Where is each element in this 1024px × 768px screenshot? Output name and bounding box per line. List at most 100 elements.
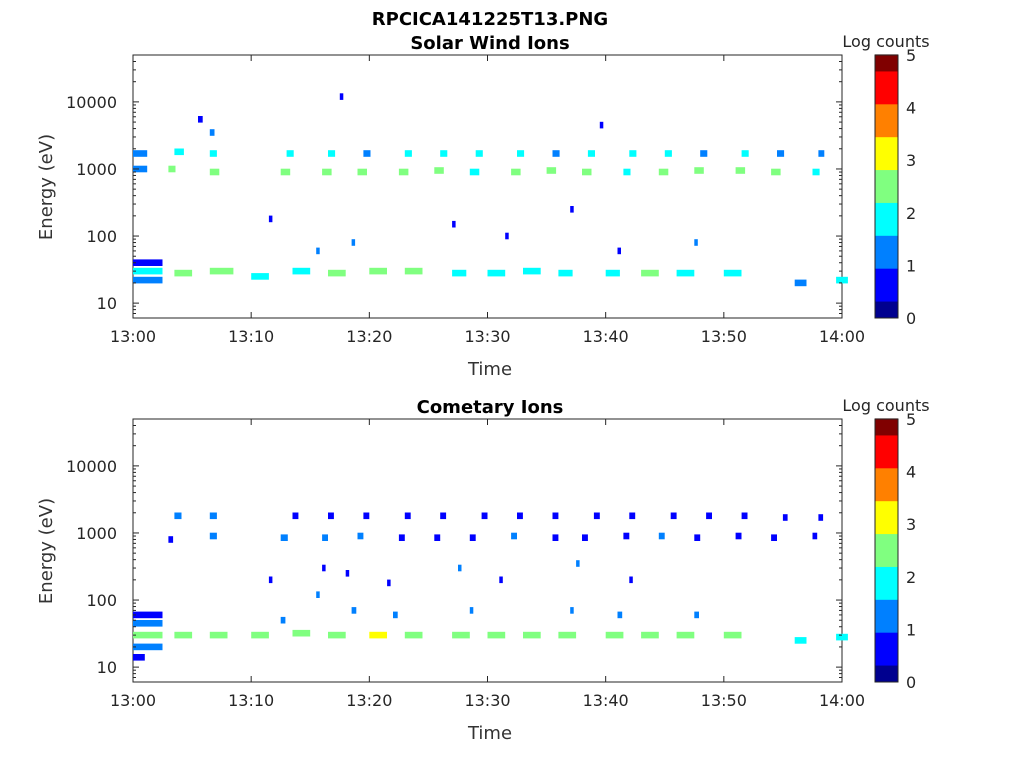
colorbar-swatch <box>875 66 898 72</box>
heatmap-cell <box>546 167 557 174</box>
heatmap-cell <box>735 167 746 174</box>
colorbar-tick-label: 1 <box>906 620 916 639</box>
cometary-panel: Cometary Ions 13:00 13:10 13:20 13:30 13:40 1… <box>36 396 930 744</box>
colorbar-swatch <box>875 280 898 286</box>
colorbar-swatch <box>875 627 898 633</box>
x-tick-label: 13:00 <box>110 691 156 710</box>
heatmap-cell <box>794 279 807 287</box>
heatmap-cell <box>469 168 480 176</box>
heatmap-cell <box>458 564 462 572</box>
heatmap-cell <box>735 532 742 540</box>
heatmap-cell <box>133 643 163 651</box>
heatmap-cell <box>268 576 273 584</box>
colorbar-swatch <box>875 615 898 621</box>
colorbar-swatch <box>875 496 898 502</box>
heatmap-cell <box>741 150 749 157</box>
heatmap-cell <box>771 168 781 176</box>
heatmap-cell <box>605 631 624 639</box>
heatmap-cell <box>676 269 695 277</box>
colorbar-tick-label: 5 <box>906 46 916 65</box>
heatmap-cell <box>664 150 672 157</box>
heatmap-cell <box>357 532 364 540</box>
colorbar-swatch <box>875 87 898 92</box>
heatmap-cell <box>487 269 506 277</box>
heatmap-cell <box>552 150 560 157</box>
colorbar-swatch <box>875 198 898 203</box>
heatmap-cell <box>658 532 665 540</box>
x-label-cometary: Time <box>467 723 512 744</box>
y-tick-label: 10 <box>97 294 117 313</box>
colorbar-swatch <box>875 632 898 637</box>
colorbar-swatch <box>875 148 898 154</box>
colorbar-swatch <box>875 107 898 113</box>
y-axis-solar-wind: 10 100 1000 10000 <box>66 54 842 319</box>
heatmap-cell <box>404 512 411 520</box>
x-tick-label: 13:30 <box>464 691 510 710</box>
heatmap-cell <box>552 512 559 520</box>
heatmap-cell <box>292 267 311 275</box>
colorbar-swatch <box>875 157 898 162</box>
y-tick-label: 10000 <box>66 93 117 112</box>
colorbar-swatch <box>875 103 898 109</box>
heatmap-cell <box>723 631 742 639</box>
heatmap-cell <box>629 576 633 584</box>
x-tick-label: 13:20 <box>346 691 392 710</box>
heatmap-cell <box>363 512 370 520</box>
colorbar-swatch <box>875 136 898 142</box>
heatmap-cell <box>836 276 848 284</box>
heatmap-cell <box>209 168 220 176</box>
heatmap-cell <box>723 269 742 277</box>
heatmap-cell <box>322 534 328 541</box>
heatmap-cell <box>174 269 193 277</box>
heatmap-cell <box>599 121 604 129</box>
colorbar-tick-label: 0 <box>906 309 916 328</box>
heatmap-cell <box>700 150 708 157</box>
colorbar-swatch <box>875 111 898 117</box>
colorbar-swatch <box>875 648 898 654</box>
colorbar-swatch <box>875 226 898 232</box>
colorbar-swatch <box>875 128 898 134</box>
colorbar-swatch <box>875 202 898 208</box>
colorbar-swatch <box>875 574 898 580</box>
colorbar-swatch <box>875 664 898 670</box>
heatmap-cell <box>434 534 441 541</box>
heatmap-cell <box>641 631 659 639</box>
heatmap-cell <box>316 591 320 598</box>
heatmap-cell <box>251 631 269 639</box>
y-tick-label: 10000 <box>66 457 117 476</box>
colorbar-swatch <box>875 525 898 530</box>
colorbar-swatch <box>875 255 898 261</box>
colorbar-swatch <box>875 173 898 179</box>
heatmap-cell <box>345 570 350 577</box>
heatmap-cell <box>582 168 592 176</box>
x-tick-label: 13:50 <box>701 691 747 710</box>
heatmap-cell <box>487 631 506 639</box>
heatmap-cell <box>174 631 193 639</box>
heatmap-cell <box>452 220 456 228</box>
colorbar-swatch <box>875 99 898 105</box>
colorbar-swatch <box>875 305 898 310</box>
colorbar-swatch <box>875 447 898 452</box>
colorbar-swatch <box>875 652 898 658</box>
heatmap-cell <box>676 631 695 639</box>
heatmap-cell <box>440 512 447 520</box>
colorbar-swatch <box>875 529 898 535</box>
heatmap-cell <box>133 259 163 266</box>
colorbar-tick-label: 3 <box>906 515 916 534</box>
heatmap-cell <box>593 512 600 520</box>
colorbar-swatch <box>875 54 898 60</box>
heatmap-cell <box>133 631 163 639</box>
heatmap-cell <box>357 168 367 176</box>
heatmap-cell <box>511 532 517 540</box>
colorbar-swatch <box>875 251 898 257</box>
colorbar-swatch <box>875 582 898 588</box>
heatmap-cell <box>292 512 299 520</box>
colorbar-swatch <box>875 512 898 518</box>
heatmap-cell <box>812 168 820 176</box>
heatmap-cell <box>629 512 636 520</box>
colorbar-swatch <box>875 595 898 600</box>
heatmap-cell <box>133 276 163 284</box>
heatmap-cell <box>658 168 669 176</box>
y-label-cometary: Energy (eV) <box>36 498 57 604</box>
colorbar-swatch <box>875 288 898 294</box>
